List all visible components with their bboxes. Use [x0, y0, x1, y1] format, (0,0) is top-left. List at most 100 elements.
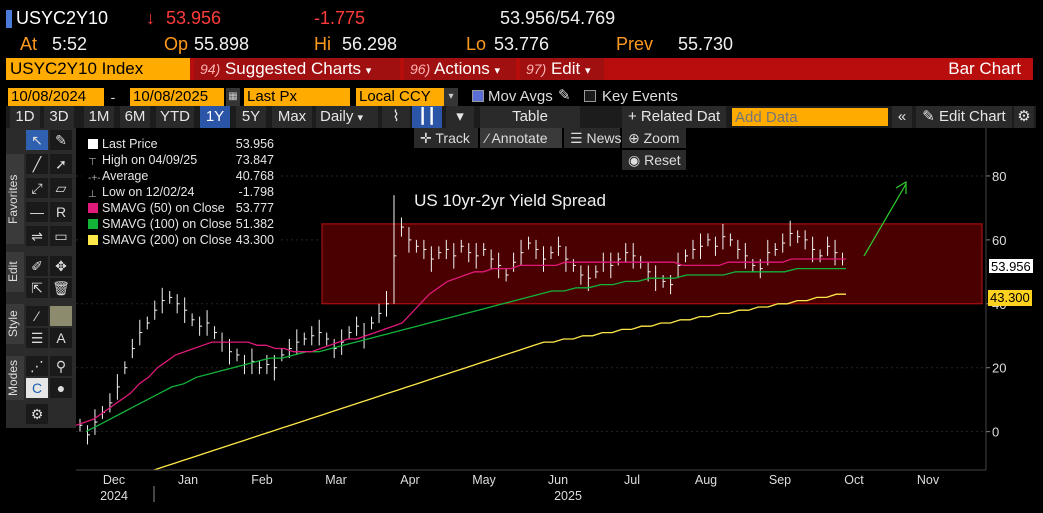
quote-last: 53.956 — [166, 8, 222, 28]
last-price-tag: 53.956 — [988, 258, 1034, 274]
start-date-field[interactable]: 10/08/2024 — [8, 88, 104, 106]
legend-last-price[interactable]: Last Price 53.956 — [88, 136, 274, 152]
legend-value: 51.382 — [235, 217, 274, 231]
tf-1m[interactable]: 1M — [84, 106, 114, 128]
edit-menu[interactable]: 97) Edit ▾ — [520, 58, 604, 80]
y-tick-label: 60 — [992, 233, 1006, 248]
tf-1y[interactable]: 1Y — [200, 106, 230, 128]
field-select[interactable]: Last Px — [244, 88, 350, 106]
x-tick-label: Apr — [400, 473, 419, 487]
tab-favorites[interactable]: Favorites — [6, 154, 24, 244]
magnet-icon[interactable]: ⚲ — [50, 356, 72, 376]
tf-max[interactable]: Max — [272, 106, 312, 128]
period-select[interactable]: Daily ▾ — [316, 106, 378, 128]
track-button[interactable]: ✛ Track — [414, 128, 478, 148]
end-date-field[interactable]: 10/08/2025 — [130, 88, 224, 106]
fib-icon[interactable]: ⇌ — [26, 226, 48, 246]
legend-label: SMAVG (50) on Close — [102, 201, 225, 215]
table-button[interactable]: Table — [480, 106, 580, 128]
x-tick-label: Jul — [624, 473, 640, 487]
calendar-icon[interactable]: ▦ — [226, 88, 240, 106]
tf-5y[interactable]: 5Y — [236, 106, 266, 128]
line-style-icon[interactable]: ⁄ — [26, 306, 48, 326]
collapse-icon[interactable]: « — [892, 106, 912, 128]
move-icon[interactable]: ✥ — [50, 256, 72, 276]
annotate-button[interactable]: ⁄ Annotate — [480, 128, 562, 148]
quote-ticker[interactable]: USYC2Y10 — [16, 8, 109, 28]
pencil-icon: ✎ — [922, 108, 940, 125]
currency-select[interactable]: Local CCY — [356, 88, 452, 106]
retracement-icon[interactable]: R — [50, 202, 72, 222]
sma100-line — [85, 267, 846, 433]
parallel-icon[interactable]: ▱ — [50, 178, 72, 198]
draw-icon[interactable]: ✐ — [26, 256, 48, 276]
x-axis: Dec Jan Feb Mar Apr May Jun Jul Aug Sep Oct Nov 2024… — [100, 473, 940, 503]
color-swatch-icon[interactable] — [50, 306, 72, 326]
mov-avgs-checkbox[interactable] — [472, 90, 484, 102]
crosshair-mode-icon[interactable]: C — [26, 378, 48, 398]
news-label: News — [586, 130, 622, 146]
bar-chart-icon[interactable]: ┃┃ — [412, 106, 442, 128]
trash-icon[interactable]: 🗑 — [50, 278, 72, 298]
quote-prev: 55.730 — [678, 34, 734, 54]
legend-sma200[interactable]: SMAVG (200) on Close 43.300 — [88, 232, 274, 248]
legend-low[interactable]: ⊥ Low on 12/02/24 -1.798 — [88, 184, 274, 200]
rectangle-icon[interactable]: ▭ — [50, 226, 72, 246]
legend-swatch — [88, 219, 98, 229]
chart-area[interactable]: US 10yr-2yr Yield Spread 806040200 DecJa… — [76, 128, 1043, 513]
tf-3d[interactable]: 3D — [44, 106, 74, 128]
quote-low: 53.776 — [494, 34, 550, 54]
cursor-icon[interactable]: ↖ — [26, 130, 48, 150]
trendline-icon[interactable]: ╱ — [26, 154, 48, 174]
add-data-input[interactable] — [732, 108, 888, 126]
annotation-arrow[interactable] — [863, 183, 907, 257]
legend-value: 73.847 — [235, 153, 274, 167]
legend-value: 53.956 — [235, 137, 274, 151]
tab-edit[interactable]: Edit — [6, 252, 24, 292]
tf-6m[interactable]: 6M — [120, 106, 150, 128]
legend-value: 43.300 — [235, 233, 274, 247]
multi-color-icon[interactable]: ● — [50, 378, 72, 398]
dropdown-icon[interactable]: ▾ — [446, 106, 474, 128]
legend-label: Average — [102, 169, 149, 183]
edit-chart-button[interactable]: ✎ Edit Chart — [916, 106, 1012, 128]
zoom-button[interactable]: ⊕ Zoom — [622, 128, 686, 148]
related-data-button[interactable]: + Related Dat — [622, 106, 726, 128]
legend-sma100[interactable]: SMAVG (100) on Close 51.382 — [88, 216, 274, 232]
line-weight-icon[interactable]: ☰ — [26, 328, 48, 348]
channel-icon[interactable]: ⤢ — [26, 178, 48, 198]
gear-icon[interactable]: ⚙ — [26, 404, 48, 424]
news-button[interactable]: ☰ News — [564, 128, 622, 148]
font-icon[interactable]: A — [50, 328, 72, 348]
x-tick-label: Nov — [917, 473, 940, 487]
tab-style[interactable]: Style — [6, 304, 24, 344]
quote-change: -1.775 — [314, 8, 366, 28]
ticker-input[interactable]: USYC2Y10 Index — [6, 58, 190, 80]
legend-average[interactable]: -+- Average 40.768 — [88, 168, 274, 184]
tf-ytd[interactable]: YTD — [156, 106, 194, 128]
tab-modes[interactable]: Modes — [6, 356, 24, 400]
select-icon[interactable]: ⇱ — [26, 278, 48, 298]
time-label: At — [20, 34, 38, 54]
ray-icon[interactable]: ➚ — [50, 154, 72, 174]
key-events-checkbox[interactable] — [584, 90, 596, 102]
reset-button[interactable]: ◉ Reset — [622, 150, 686, 170]
pencil-icon[interactable]: ✎ — [50, 130, 72, 150]
chart-legend[interactable]: Last Price 53.956 ⊤ High on 04/09/25 73.847… — [82, 134, 278, 250]
legend-sma50[interactable]: SMAVG (50) on Close 53.777 — [88, 200, 274, 216]
line-chart-icon[interactable]: ⌇ — [382, 106, 410, 128]
pencil-icon[interactable]: ✎ — [558, 87, 571, 104]
key-events-label: Key Events — [602, 88, 678, 105]
chevron-down-icon: ▾ — [357, 112, 364, 124]
chevron-down-icon[interactable]: ▾ — [444, 88, 458, 106]
suggested-num: 94) — [200, 61, 221, 77]
zoom-label: Zoom — [643, 130, 680, 146]
horizontal-line-icon[interactable]: — — [26, 202, 48, 222]
gear-icon[interactable]: ⚙ — [1014, 106, 1034, 128]
legend-high[interactable]: ⊤ High on 04/09/25 73.847 — [88, 152, 274, 168]
dashed-line-icon[interactable]: ⋰ — [26, 356, 48, 376]
suggested-charts-menu[interactable]: 94) Suggested Charts ▾ — [194, 58, 400, 80]
actions-menu[interactable]: 96) Actions ▾ — [404, 58, 516, 80]
edit-num: 97) — [526, 61, 547, 77]
tf-1d[interactable]: 1D — [10, 106, 40, 128]
